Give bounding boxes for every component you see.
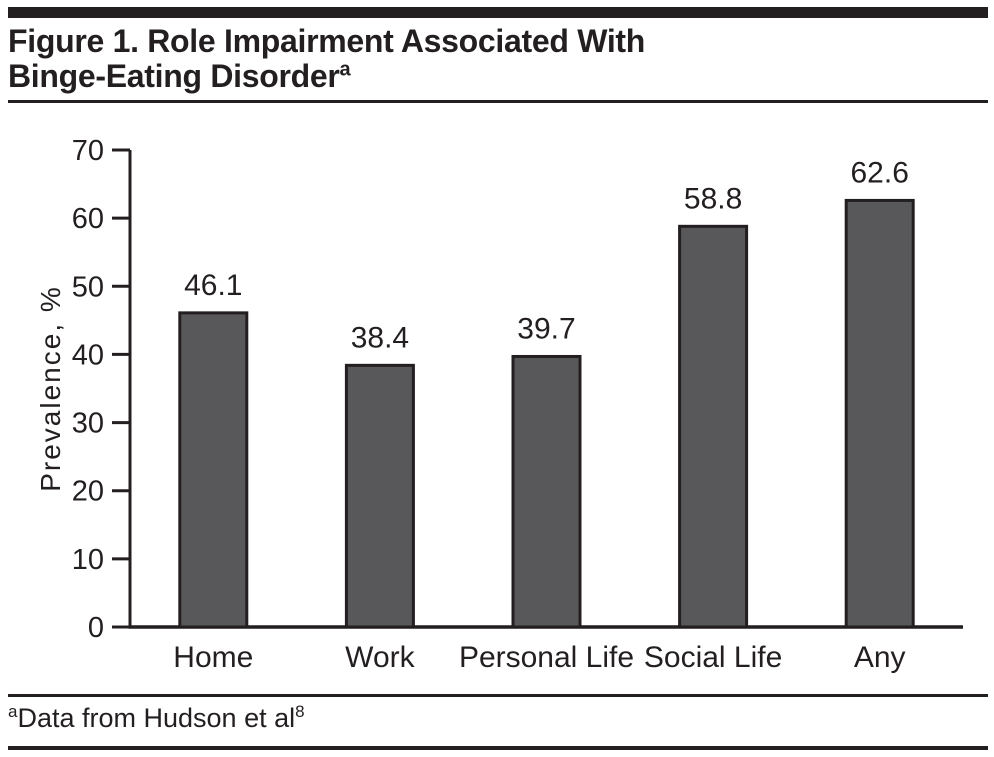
bar-personal-life — [511, 354, 582, 629]
bar-any — [844, 198, 915, 629]
top-divider — [8, 7, 988, 18]
x-category-label: Any — [854, 641, 906, 674]
bar-work — [344, 363, 415, 629]
y-tick-label: 70 — [72, 135, 104, 167]
y-tick-label: 0 — [88, 612, 104, 644]
bar-value-label: 58.8 — [684, 182, 742, 215]
y-tick-label: 10 — [72, 544, 104, 576]
y-tick-label: 60 — [72, 203, 104, 235]
footnote-top-divider — [8, 694, 988, 697]
footnote-reference-superscript: 8 — [295, 702, 305, 721]
x-category-label: Work — [345, 641, 415, 674]
bar-value-label: 62.6 — [851, 156, 909, 189]
title-divider — [8, 100, 988, 103]
figure-title-line2: Binge-Eating Disorder — [8, 58, 340, 94]
figure-title-line1: Figure 1. Role Impairment Associated Wit… — [8, 23, 646, 59]
x-category-label: Personal Life — [459, 641, 634, 674]
figure-footnote: aData from Hudson et al8 — [8, 703, 305, 734]
bar-chart: 0 10 20 30 40 50 60 70 Prevalence, % 46.1 Home 38.4… — [35, 135, 963, 674]
footnote-marker: a — [8, 702, 18, 721]
y-tick-label: 50 — [72, 271, 104, 303]
x-category-label: Home — [173, 641, 253, 674]
bar-social-life — [678, 224, 749, 629]
y-tick-label: 30 — [72, 408, 104, 440]
bar-home — [178, 311, 249, 629]
bottom-divider — [8, 746, 988, 750]
figure-title-superscript: a — [339, 58, 351, 81]
x-category-label: Social Life — [644, 641, 782, 674]
y-axis-label: Prevalence, % — [35, 285, 66, 492]
y-tick-label: 40 — [72, 339, 104, 371]
y-tick-label: 20 — [72, 476, 104, 508]
bar-value-label: 46.1 — [184, 269, 242, 302]
bar-value-label: 39.7 — [517, 312, 575, 345]
footnote-text: Data from Hudson et al — [17, 703, 296, 733]
bar-value-label: 38.4 — [351, 321, 409, 354]
figure-title: Figure 1. Role Impairment Associated Wit… — [8, 24, 645, 94]
